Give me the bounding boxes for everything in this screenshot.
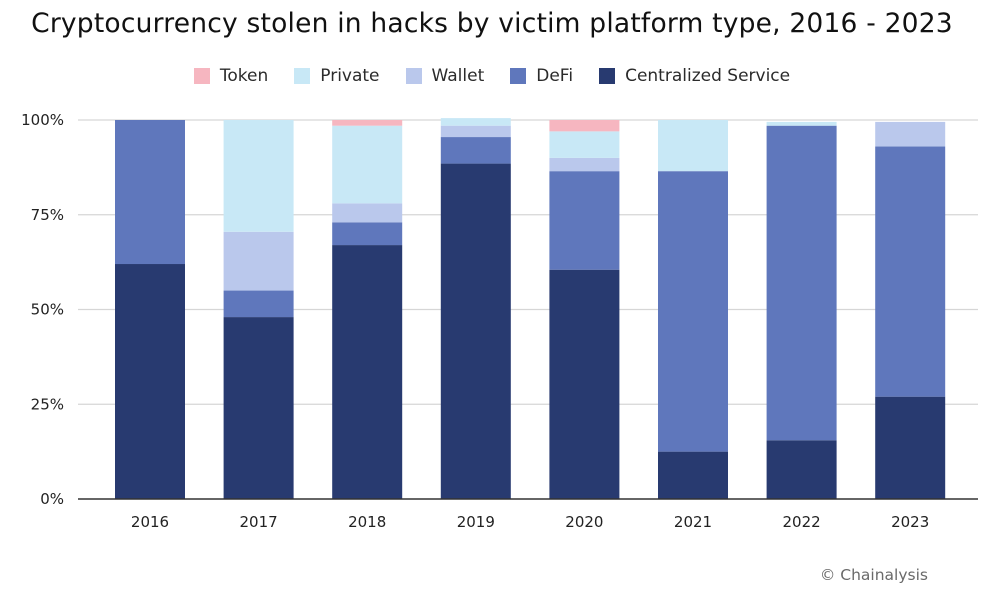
bar-token-2020 (549, 120, 620, 132)
legend-swatch (193, 68, 210, 84)
bar-private-2020 (549, 131, 620, 158)
legend-label: Centralized Service (625, 66, 791, 86)
x-tick-label-2019: 2019 (457, 513, 495, 531)
bar-centralized-service-2021 (658, 451, 728, 499)
legend-label: Private (320, 66, 380, 86)
bar-defi-2017 (223, 290, 294, 318)
bar-token-2018 (332, 120, 403, 126)
y-tick-label-0: 0% (40, 490, 64, 508)
bar-wallet-2020 (549, 157, 620, 172)
bar-centralized-service-2017 (223, 317, 294, 499)
legend-item-token: Token (193, 66, 269, 86)
bar-centralized-service-2023 (875, 396, 946, 499)
legend-swatch (405, 68, 422, 84)
bar-defi-2021 (658, 171, 728, 452)
bar-private-2019 (440, 118, 511, 126)
bar-private-2021 (658, 120, 728, 172)
x-tick-label-2021: 2021 (674, 513, 712, 531)
bar-defi-2020 (549, 171, 620, 270)
legend: Token Private Wallet DeFi Centralized Servic… (0, 66, 984, 86)
bar-centralized-service-2016 (115, 264, 185, 499)
legend-label: Token (219, 66, 269, 86)
x-tick-label-2018: 2018 (348, 513, 386, 531)
y-tick-label-75: 75% (31, 206, 64, 224)
legend-swatch (294, 68, 311, 84)
bar-centralized-service-2020 (549, 269, 620, 499)
x-tick-label-2022: 2022 (783, 513, 821, 531)
bar-defi-2023 (875, 146, 946, 397)
bar-centralized-service-2022 (766, 440, 837, 499)
bar-centralized-service-2019 (440, 163, 511, 499)
y-tick-label-50: 50% (31, 301, 64, 319)
bar-defi-2018 (332, 222, 403, 246)
bar-wallet-2019 (440, 125, 511, 138)
credit-text: © Chainalysis (819, 566, 928, 584)
legend-item-defi: DeFi (510, 66, 573, 86)
legend-item-centralized-service: Centralized Service (599, 66, 790, 86)
legend-label: Wallet (431, 66, 485, 86)
bar-private-2018 (332, 125, 403, 204)
y-tick-label-25: 25% (31, 395, 64, 413)
chart-title: Cryptocurrency stolen in hacks by victim… (31, 8, 953, 39)
x-tick-label-2017: 2017 (240, 513, 278, 531)
bar-wallet-2023 (875, 121, 946, 147)
x-tick-label-2020: 2020 (565, 513, 603, 531)
legend-item-wallet: Wallet (405, 66, 485, 86)
legend-item-private: Private (294, 66, 380, 86)
bar-defi-2019 (440, 137, 511, 164)
bar-private-2022 (766, 121, 837, 126)
y-tick-label-100: 100% (21, 111, 64, 129)
legend-swatch (510, 68, 527, 84)
bar-wallet-2017 (223, 231, 294, 291)
legend-swatch (599, 68, 616, 84)
bar-wallet-2018 (332, 203, 403, 223)
bar-defi-2016 (115, 120, 185, 265)
bar-private-2017 (223, 120, 294, 232)
bar-defi-2022 (766, 125, 837, 441)
bar-centralized-service-2018 (332, 245, 403, 499)
legend-label: DeFi (536, 66, 574, 86)
x-tick-label-2023: 2023 (891, 513, 929, 531)
x-tick-label-2016: 2016 (131, 513, 169, 531)
